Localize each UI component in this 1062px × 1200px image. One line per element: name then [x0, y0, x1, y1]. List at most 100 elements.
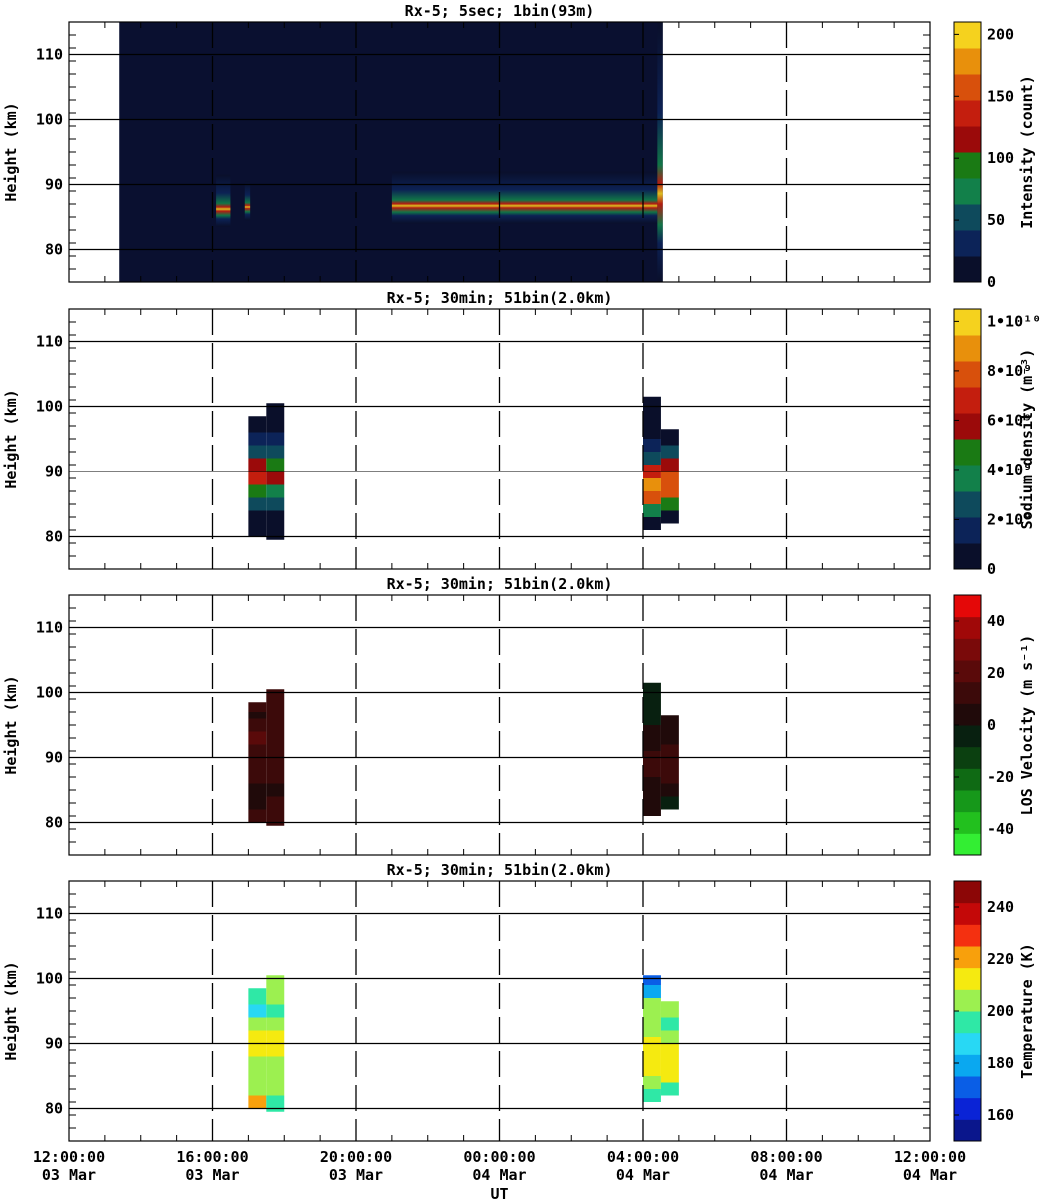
colorbar-tick-label: 200: [987, 1002, 1014, 1020]
data-cell: [643, 426, 661, 439]
y-tick-label: 110: [36, 905, 63, 923]
y-axis-label: Height (km): [2, 675, 20, 774]
data-cell: [248, 510, 267, 524]
colorbar-tick-label: -20: [987, 768, 1014, 786]
colorbar-tick-label: 0: [987, 716, 996, 734]
colorbar-segment: [954, 230, 981, 257]
colorbar-tick-label: 160: [987, 1106, 1014, 1124]
data-cell: [248, 458, 267, 472]
colorbar-tick-label: 180: [987, 1054, 1014, 1072]
data-cell: [248, 1004, 267, 1018]
data-cell: [660, 1056, 679, 1070]
data-cell: [266, 809, 285, 826]
data-cell: [248, 523, 267, 537]
data-cell: [660, 1069, 679, 1083]
data-cell: [643, 738, 661, 751]
data-cell: [643, 998, 661, 1011]
colorbar-segment: [954, 1032, 981, 1055]
data-cell: [266, 445, 285, 459]
data-cell: [660, 757, 679, 771]
colorbar-segment: [954, 638, 981, 661]
colorbar-frame: [953, 308, 982, 570]
data-cell: [266, 1056, 285, 1070]
data-cell: [266, 523, 285, 540]
colorbar-tick-label: 2•10⁹: [987, 510, 1032, 528]
colorbar-segment: [954, 1097, 981, 1120]
y-tick-label: 80: [45, 241, 63, 259]
colorbar-segment: [954, 681, 981, 704]
data-cell: [643, 504, 661, 517]
data-cell: [643, 517, 661, 530]
data-cell: [248, 757, 267, 771]
data-layer: [119, 22, 663, 282]
y-tick-label: 110: [36, 619, 63, 637]
data-cell: [266, 975, 285, 985]
data-cell: [266, 1030, 285, 1044]
x-tick-time: 04:00:00: [607, 1148, 679, 1166]
data-cell: [266, 510, 285, 524]
colorbar-segment: [954, 439, 981, 466]
data-cell: [248, 497, 267, 511]
colorbar-segment: [954, 543, 981, 570]
data-cell: [248, 783, 267, 797]
data-cell: [248, 1095, 267, 1109]
colorbar-segment: [954, 1011, 981, 1034]
data-cell: [643, 396, 661, 407]
data-cell: [643, 803, 661, 816]
colorbar-label: LOS Velocity (m s⁻¹): [1018, 635, 1036, 816]
colorbar-segment: [954, 335, 981, 362]
data-cell: [643, 1076, 661, 1089]
colorbar-segment: [954, 881, 981, 904]
colorbar-segment: [954, 924, 981, 947]
data-cell: [248, 445, 267, 459]
data-cell: [266, 1069, 285, 1083]
y-tick-label: 100: [36, 111, 63, 129]
colorbar-tick-label: 150: [987, 87, 1014, 105]
data-cell: [657, 22, 663, 282]
colorbar-segment: [954, 204, 981, 231]
data-cell: [660, 439, 679, 446]
colorbar-segment: [954, 256, 981, 283]
x-tick-time: 16:00:00: [176, 1148, 248, 1166]
data-cell: [266, 985, 285, 1005]
colorbar-segment: [954, 48, 981, 75]
data-cell: [266, 432, 285, 446]
colorbar-segment: [954, 989, 981, 1012]
data-cell: [643, 692, 661, 712]
data-cell: [660, 484, 679, 498]
data-cell: [216, 174, 231, 227]
y-tick-label: 90: [45, 176, 63, 194]
data-cell: [643, 790, 661, 803]
panel-title: Rx-5; 30min; 51bin(2.0km): [387, 289, 613, 307]
colorbar-segment: [954, 126, 981, 153]
colorbar-tick-label: 20: [987, 664, 1005, 682]
data-cell: [266, 689, 285, 699]
colorbar-segment: [954, 703, 981, 726]
colorbar-label: Temperature (K): [1018, 943, 1036, 1078]
colorbar-segment: [954, 833, 981, 856]
colorbar-segment: [954, 768, 981, 791]
colorbar-segment: [954, 152, 981, 179]
data-cell: [660, 715, 679, 725]
colorbar-tick-label: 100: [987, 149, 1014, 167]
x-tick-time: 08:00:00: [750, 1148, 822, 1166]
colorbar-tick-label: 240: [987, 898, 1014, 916]
colorbar-tick-label: 0: [987, 273, 996, 291]
colorbar-segment: [954, 595, 981, 618]
data-cell: [660, 471, 679, 485]
panel-3: Rx-5; 30min; 51bin(2.0km) 80 90 100 110 Heigh…: [2, 575, 1036, 856]
data-cell: [266, 484, 285, 498]
data-cell: [248, 988, 267, 998]
data-cell: [660, 1030, 679, 1044]
data-cell: [248, 770, 267, 784]
y-axis-label: Height (km): [2, 102, 20, 201]
colorbar-tick-label: 6•10⁹: [987, 411, 1032, 429]
colorbar-tick-label: 220: [987, 950, 1014, 968]
data-cell: [248, 998, 267, 1005]
data-cell: [660, 770, 679, 784]
y-tick-label: 110: [36, 46, 63, 64]
data-cell: [660, 510, 679, 524]
colorbar-segment: [954, 811, 981, 834]
